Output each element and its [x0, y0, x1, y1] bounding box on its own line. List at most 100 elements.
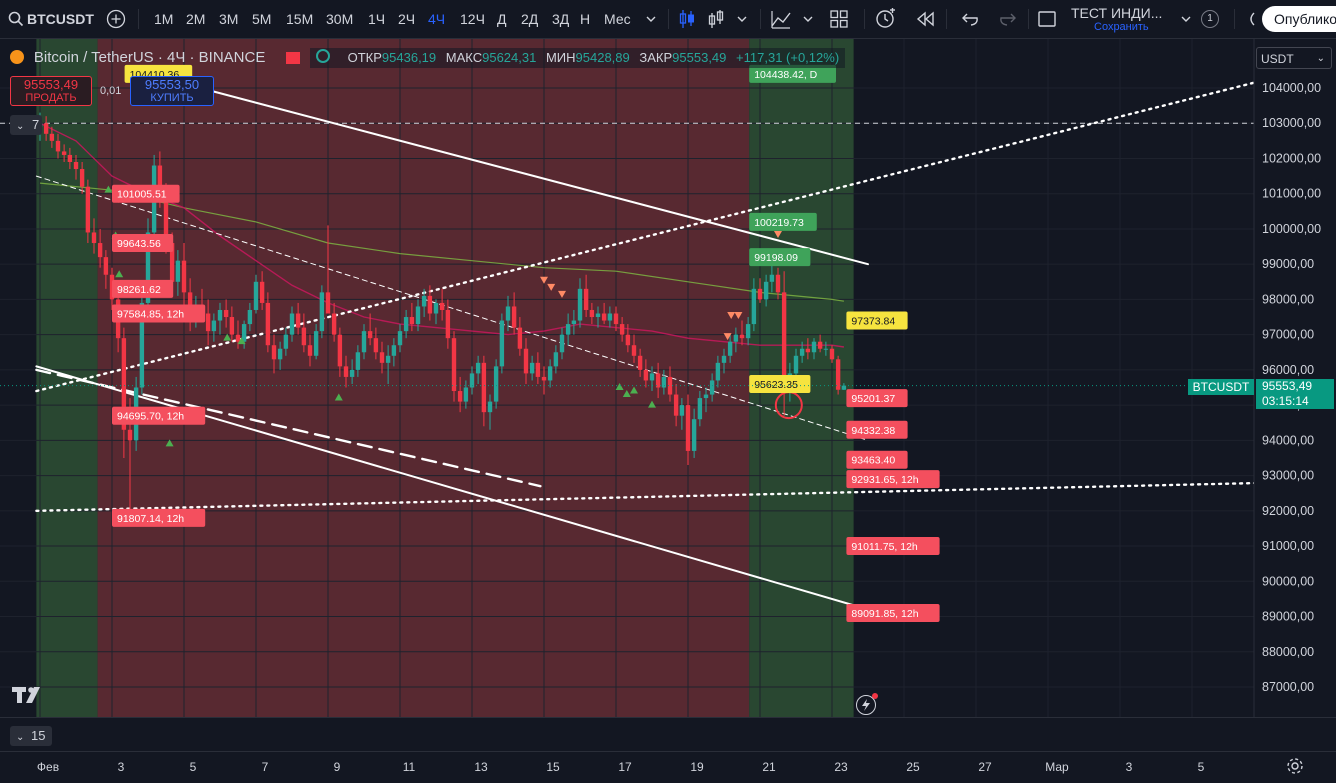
indicators-icon[interactable] — [768, 0, 794, 38]
chevron-down-icon[interactable] — [1178, 0, 1194, 38]
notification-dot — [872, 693, 878, 699]
legend-eye-icon[interactable] — [316, 49, 330, 63]
interval-button[interactable]: 5М — [252, 11, 272, 27]
legend-open-label: ОТКР — [347, 50, 382, 65]
candle-body — [301, 327, 307, 346]
level-label-text: 92931.65, 12h — [851, 474, 918, 486]
candle-body — [367, 331, 373, 339]
level-label-box — [749, 64, 836, 83]
level-label-text: 99198.09 — [754, 252, 798, 264]
interval-button[interactable]: 2Д — [521, 11, 539, 27]
candle-body — [421, 295, 427, 307]
candle-body — [547, 366, 553, 381]
level-label-box — [112, 508, 206, 527]
chevron-down-icon[interactable] — [640, 0, 662, 38]
candle-body — [655, 373, 661, 388]
interval-button[interactable]: 4Ч — [428, 11, 446, 27]
redo-icon[interactable] — [996, 0, 1020, 38]
interval-button[interactable]: 2Ч — [398, 11, 416, 27]
candle-body — [709, 380, 715, 395]
level-label-text: 100219.73 — [754, 217, 804, 229]
legend-close-label: ЗАКР — [639, 50, 673, 65]
time-tick-label: 19 — [690, 760, 704, 774]
chart-canvas[interactable]: 104410.36101005.5199643.5698261.6297584.… — [0, 39, 1336, 782]
interval-button[interactable]: Д — [497, 11, 507, 27]
candle-body — [55, 140, 61, 152]
interval-button[interactable]: 15М — [286, 11, 314, 27]
interval-button[interactable]: 1Ч — [368, 11, 386, 27]
candle-body — [205, 313, 211, 332]
search-icon[interactable] — [6, 0, 26, 38]
red-zone — [97, 39, 750, 717]
price-tick-label: 88000,00 — [1262, 645, 1314, 659]
last-price: 95553,49 — [1262, 379, 1313, 393]
candle-body — [595, 313, 601, 318]
chevron-down-icon[interactable] — [734, 0, 750, 38]
interval-button[interactable]: Н — [580, 11, 591, 27]
chart-area[interactable]: 104410.36 101005.51 99643.56 98261.62 97584.… — [0, 39, 1336, 782]
replay-rewind-icon[interactable] — [912, 0, 938, 38]
candle-body — [529, 362, 535, 374]
sell-signal-marker — [727, 312, 736, 320]
tradingview-logo[interactable] — [12, 687, 46, 708]
candle-body — [805, 348, 811, 353]
candles-chart-type-icon[interactable] — [676, 0, 698, 38]
settings-gear-icon[interactable] — [1286, 757, 1304, 780]
interval-button[interactable]: 3Д — [552, 11, 570, 27]
interval-button[interactable]: 2М — [186, 11, 206, 27]
currency-label: USDT — [1261, 52, 1294, 66]
level-label-box — [846, 389, 908, 408]
candle-body — [793, 355, 799, 374]
candle-body — [373, 338, 379, 353]
candle-body — [433, 302, 439, 314]
bars-chart-type-icon[interactable] — [704, 0, 728, 38]
time-tick-label: 21 — [762, 760, 776, 774]
currency-select[interactable]: USDT ⌄ — [1256, 47, 1332, 69]
save-template-link[interactable]: Сохранить — [1094, 21, 1149, 33]
candle-body — [511, 306, 517, 328]
indicator-template-name[interactable]: ТЕСТ ИНДИ... — [1071, 5, 1163, 21]
lightning-icon[interactable] — [856, 693, 878, 715]
interval-button[interactable]: Мес — [604, 11, 631, 27]
candle-body — [721, 355, 727, 363]
chevron-down-icon[interactable] — [800, 0, 816, 38]
toolbar-divider — [1234, 9, 1235, 29]
level-label-text: 98261.62 — [117, 284, 161, 296]
level-label-box — [749, 374, 811, 393]
candle-body — [103, 257, 109, 275]
legend-flag[interactable] — [286, 52, 300, 64]
candle-body — [517, 327, 523, 349]
time-scale[interactable]: Фев 3 5 7 9 11 13 15 17 19 21 23 25 27 Мар 3 5 — [0, 751, 1336, 783]
level-label-text: 91807.14, 12h — [117, 513, 184, 525]
layout-grid-icon[interactable] — [826, 0, 852, 38]
undo-icon[interactable] — [958, 0, 982, 38]
legend-title[interactable]: Bitcoin / TetherUS · 4Ч · BINANCE — [33, 49, 266, 66]
interval-button[interactable]: 1М — [154, 11, 174, 27]
template-square-icon[interactable] — [1036, 0, 1058, 38]
interval-button[interactable]: 3М — [219, 11, 239, 27]
alert-clock-icon[interactable] — [872, 0, 898, 38]
interval-button[interactable]: 12Ч — [460, 11, 485, 27]
publish-button[interactable]: Опубликовать — [1262, 6, 1336, 32]
indicator-count-badge: 1 — [1200, 0, 1220, 38]
level-label-text: 97584.85, 12h — [117, 309, 184, 321]
candle-body — [841, 385, 847, 390]
symbol-search[interactable]: BTCUSDT — [27, 11, 94, 27]
candle-body — [565, 324, 571, 335]
interval-button[interactable]: 30М — [326, 11, 354, 27]
candle-body — [253, 281, 259, 310]
buy-button[interactable]: 95553,50 КУПИТЬ — [130, 76, 214, 106]
candle-body — [325, 292, 331, 314]
fullscreen-icon[interactable] — [1246, 0, 1256, 38]
level-label-text: 93463.40 — [851, 455, 895, 467]
trend-line-thindash — [35, 175, 869, 441]
price-tick-label: 104000,00 — [1262, 81, 1321, 95]
level-label-text: 104438.42, D — [754, 69, 817, 81]
level-label-box — [846, 537, 940, 556]
candle-body — [751, 288, 757, 325]
sell-button[interactable]: 95553,49 ПРОДАТЬ — [10, 76, 92, 106]
interval-badge[interactable]: ⌄ 15 — [10, 726, 52, 746]
indicators-collapse-button[interactable]: ⌄ 7 — [10, 115, 42, 135]
sell-signal-marker — [540, 276, 548, 284]
compare-add-icon[interactable] — [104, 0, 128, 38]
